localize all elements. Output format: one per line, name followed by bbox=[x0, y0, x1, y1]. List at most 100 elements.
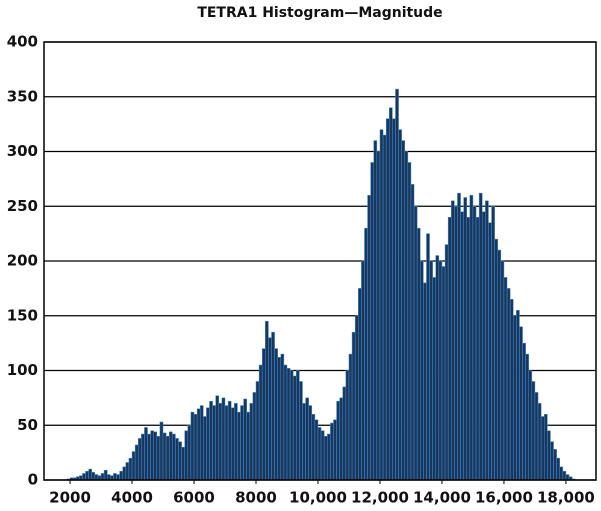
bar bbox=[100, 473, 105, 481]
bar bbox=[395, 88, 399, 481]
bar bbox=[553, 449, 557, 481]
x-tick-label: 4000 bbox=[111, 489, 153, 507]
bar bbox=[249, 403, 254, 481]
bar bbox=[463, 197, 468, 481]
bar bbox=[131, 451, 136, 481]
bar bbox=[392, 118, 396, 481]
bar bbox=[88, 468, 92, 481]
x-tick-label: 18,000 bbox=[537, 489, 595, 507]
bar bbox=[345, 370, 350, 481]
bar bbox=[460, 211, 464, 481]
bar bbox=[243, 398, 247, 481]
bar bbox=[342, 386, 347, 481]
bar bbox=[457, 192, 461, 481]
bar bbox=[165, 435, 170, 481]
x-tick-label: 10,000 bbox=[289, 489, 347, 507]
bar bbox=[119, 470, 123, 481]
bar bbox=[280, 353, 285, 481]
bar bbox=[506, 288, 511, 481]
bar bbox=[246, 411, 251, 481]
bar bbox=[199, 405, 204, 481]
plot-frame bbox=[43, 41, 597, 481]
bar bbox=[565, 474, 570, 481]
bar bbox=[305, 397, 309, 481]
bar bbox=[125, 462, 130, 481]
bar bbox=[147, 433, 151, 481]
bar bbox=[144, 427, 148, 481]
bar bbox=[358, 288, 362, 481]
bar bbox=[178, 441, 182, 481]
bar bbox=[432, 277, 437, 481]
bar bbox=[258, 364, 263, 481]
bar bbox=[512, 315, 517, 481]
bar bbox=[172, 433, 176, 481]
bar bbox=[292, 375, 297, 481]
bar bbox=[137, 438, 142, 481]
bar bbox=[336, 400, 340, 481]
bar bbox=[212, 405, 216, 481]
bar bbox=[537, 403, 542, 481]
bar bbox=[426, 233, 430, 481]
y-tick-label: 250 bbox=[7, 197, 38, 215]
bar bbox=[230, 407, 235, 481]
bar bbox=[311, 414, 316, 481]
y-tick-label: 200 bbox=[7, 252, 38, 270]
bar bbox=[159, 421, 164, 481]
bar bbox=[497, 249, 502, 481]
bar bbox=[234, 403, 238, 481]
bar bbox=[261, 348, 266, 481]
bar bbox=[351, 331, 356, 481]
bar bbox=[370, 162, 375, 481]
bar bbox=[82, 473, 86, 481]
bar bbox=[410, 184, 415, 481]
bar bbox=[94, 474, 99, 481]
bar bbox=[528, 370, 533, 481]
bar bbox=[550, 441, 554, 481]
bar bbox=[168, 431, 173, 481]
bar bbox=[181, 446, 185, 481]
bar bbox=[379, 129, 384, 481]
bar bbox=[444, 244, 449, 481]
bar bbox=[385, 118, 390, 481]
bar bbox=[491, 206, 495, 481]
x-tick-label: 6000 bbox=[173, 489, 215, 507]
bar bbox=[206, 407, 210, 481]
bar bbox=[519, 326, 523, 481]
bar bbox=[404, 151, 409, 481]
bar bbox=[308, 405, 313, 481]
bar bbox=[478, 192, 483, 481]
bar bbox=[255, 381, 260, 481]
bar bbox=[540, 416, 545, 481]
bar bbox=[389, 107, 393, 481]
bar bbox=[113, 473, 117, 481]
bar bbox=[224, 405, 229, 481]
bar bbox=[354, 315, 359, 481]
bar bbox=[469, 195, 474, 481]
bar bbox=[373, 140, 378, 481]
bar bbox=[277, 357, 282, 481]
bar bbox=[317, 427, 322, 481]
bar bbox=[438, 260, 443, 481]
bar bbox=[429, 260, 433, 481]
bar bbox=[367, 195, 371, 481]
bar bbox=[268, 337, 272, 481]
bar bbox=[503, 277, 508, 481]
bar bbox=[466, 216, 471, 481]
bar bbox=[209, 400, 213, 481]
x-tick-label: 2000 bbox=[49, 489, 91, 507]
bar bbox=[525, 353, 529, 481]
bar bbox=[302, 403, 306, 481]
bar bbox=[193, 414, 198, 481]
bar bbox=[401, 140, 406, 481]
bar bbox=[516, 310, 520, 481]
bar bbox=[296, 370, 300, 481]
bar bbox=[500, 260, 505, 481]
bar bbox=[184, 430, 189, 481]
bar bbox=[91, 472, 96, 481]
y-tick-label: 300 bbox=[7, 142, 38, 160]
bar bbox=[413, 206, 418, 481]
bar bbox=[274, 348, 278, 481]
bar bbox=[376, 151, 381, 481]
bar bbox=[286, 368, 291, 481]
